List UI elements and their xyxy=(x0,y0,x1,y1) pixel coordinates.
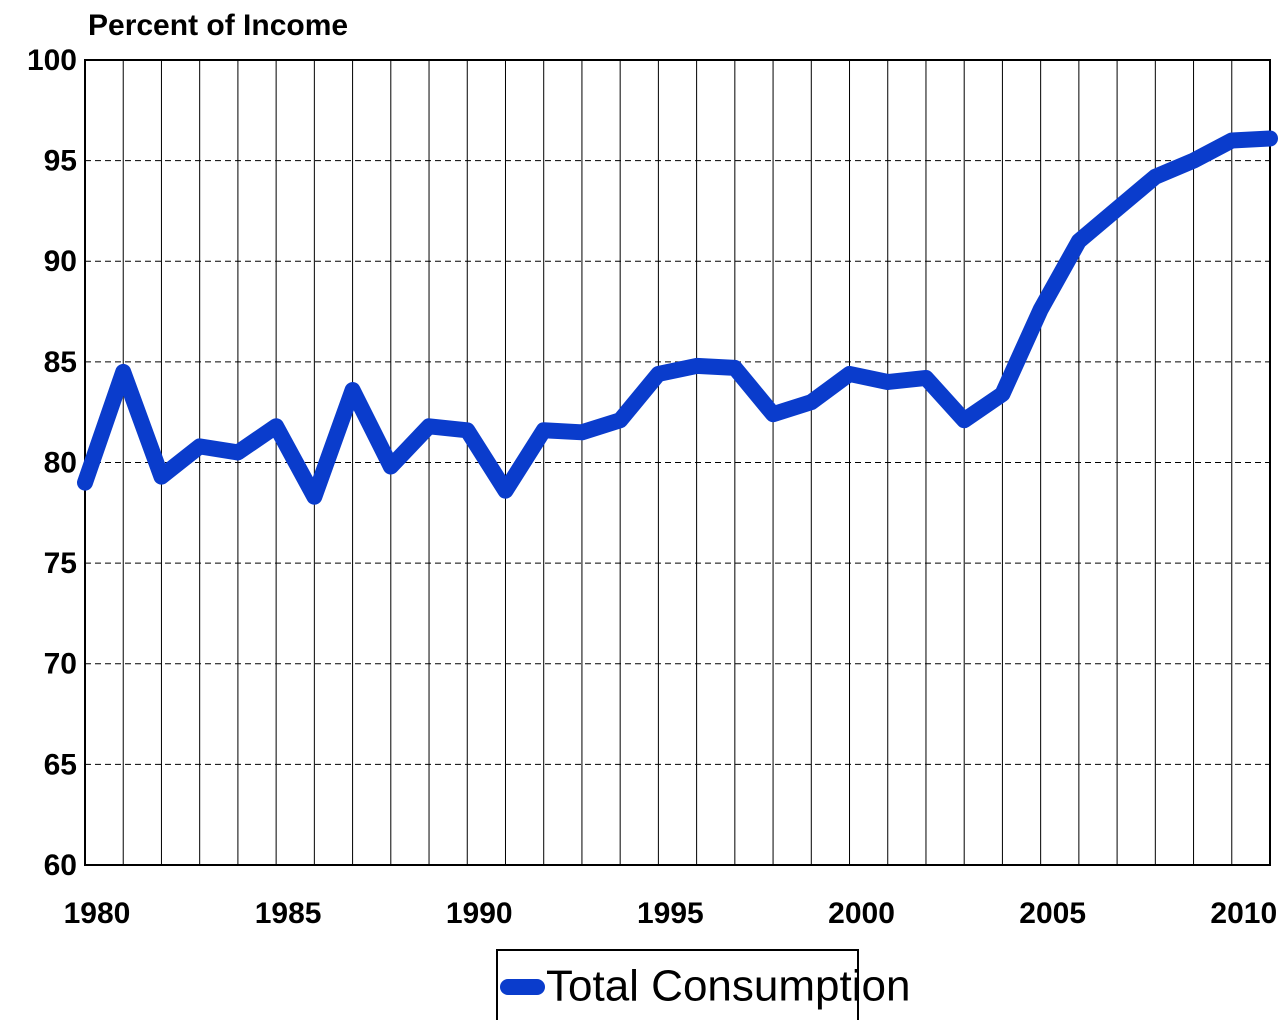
x-tick-label: 1995 xyxy=(637,897,704,930)
y-tick-label: 80 xyxy=(44,446,77,479)
y-tick-label: 60 xyxy=(44,849,77,882)
x-tick-label: 1990 xyxy=(446,897,513,930)
data-line xyxy=(77,130,1278,505)
y-tick-label: 65 xyxy=(44,748,77,781)
y-tick-label: 70 xyxy=(44,648,77,681)
legend-box xyxy=(496,949,859,1020)
chart-title: Percent of Income xyxy=(88,9,348,42)
y-tick-label: 75 xyxy=(44,547,77,580)
legend-label: Total Consumption xyxy=(546,962,910,1011)
x-tick-label: 2005 xyxy=(1019,897,1086,930)
x-tick-label: 1985 xyxy=(255,897,322,930)
y-tick-label: 95 xyxy=(44,145,77,178)
x-tick-label: 1980 xyxy=(64,897,131,930)
y-tick-label: 90 xyxy=(44,245,77,278)
y-tick-label: 100 xyxy=(27,44,77,77)
y-tick-label: 85 xyxy=(44,346,77,379)
x-tick-label: 2000 xyxy=(828,897,895,930)
x-tick-label: 2010 xyxy=(1210,897,1277,930)
